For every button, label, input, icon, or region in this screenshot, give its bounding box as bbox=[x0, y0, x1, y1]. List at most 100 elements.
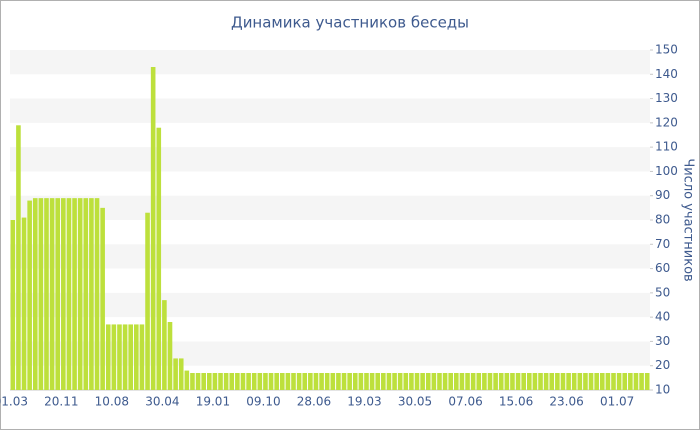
bar bbox=[543, 373, 549, 390]
bar bbox=[285, 373, 291, 390]
bar bbox=[425, 373, 431, 390]
bar bbox=[10, 220, 16, 390]
bar bbox=[375, 373, 381, 390]
band bbox=[10, 50, 650, 75]
bar bbox=[369, 373, 375, 390]
y-tick-label: 120 bbox=[655, 115, 678, 129]
bar bbox=[616, 373, 622, 390]
bar bbox=[279, 373, 285, 390]
bar bbox=[510, 373, 515, 390]
bar bbox=[560, 373, 566, 390]
bar bbox=[403, 373, 409, 390]
x-tick-label: 30.05 bbox=[398, 395, 432, 409]
bar bbox=[633, 373, 639, 390]
bar bbox=[268, 373, 274, 390]
x-tick-label: 20.11 bbox=[44, 395, 78, 409]
bar bbox=[173, 358, 178, 390]
y-axis-title: Число участников bbox=[681, 158, 696, 281]
x-tick-label: 10.08 bbox=[95, 395, 129, 409]
x-tick-label: 01.07 bbox=[600, 395, 634, 409]
bar bbox=[83, 198, 89, 390]
bar bbox=[55, 198, 61, 390]
bar bbox=[526, 373, 532, 390]
bar bbox=[605, 373, 611, 390]
bar bbox=[94, 198, 100, 390]
bar bbox=[431, 373, 437, 390]
bar bbox=[470, 373, 476, 390]
bar bbox=[38, 198, 44, 390]
bar bbox=[336, 373, 341, 390]
x-tick-label: 30.04 bbox=[145, 395, 179, 409]
bar bbox=[190, 373, 195, 390]
bar bbox=[599, 373, 605, 390]
bar bbox=[240, 373, 246, 390]
y-tick-label: 20 bbox=[655, 358, 670, 372]
bar bbox=[72, 198, 77, 390]
bar bbox=[566, 373, 571, 390]
y-tick-label: 90 bbox=[655, 188, 670, 202]
bar bbox=[330, 373, 336, 390]
bar bbox=[223, 373, 229, 390]
x-tick-label: 09.10 bbox=[246, 395, 280, 409]
bar bbox=[571, 373, 577, 390]
bar bbox=[302, 373, 308, 390]
bar bbox=[296, 373, 302, 390]
bar bbox=[386, 373, 392, 390]
bar bbox=[257, 373, 263, 390]
bar bbox=[319, 373, 324, 390]
y-tick-label: 110 bbox=[655, 140, 678, 154]
bar bbox=[594, 373, 599, 390]
bar bbox=[111, 324, 117, 390]
bar bbox=[89, 198, 94, 390]
x-tick-label: 07.06 bbox=[448, 395, 482, 409]
bar bbox=[341, 373, 347, 390]
bar bbox=[218, 373, 223, 390]
bar bbox=[532, 373, 538, 390]
bar bbox=[381, 373, 386, 390]
y-tick-label: 140 bbox=[655, 67, 678, 81]
bar bbox=[504, 373, 510, 390]
bar bbox=[437, 373, 442, 390]
bar bbox=[150, 67, 156, 390]
bar bbox=[139, 324, 145, 390]
bar bbox=[117, 324, 122, 390]
bar bbox=[16, 125, 21, 391]
band bbox=[10, 244, 650, 269]
band bbox=[10, 98, 650, 123]
y-tick-label: 40 bbox=[655, 310, 670, 324]
bar bbox=[358, 373, 364, 390]
bar bbox=[577, 373, 583, 390]
bar bbox=[420, 373, 425, 390]
bar bbox=[622, 373, 628, 390]
bar bbox=[465, 373, 470, 390]
bar bbox=[628, 373, 633, 390]
bar bbox=[313, 373, 319, 390]
bar bbox=[246, 373, 251, 390]
band bbox=[10, 292, 650, 318]
bar bbox=[487, 373, 493, 390]
y-tick-label: 100 bbox=[655, 164, 678, 178]
x-tick-label: 15.06 bbox=[499, 395, 533, 409]
bar bbox=[27, 200, 32, 390]
bar bbox=[291, 373, 296, 390]
bar bbox=[44, 198, 49, 390]
bar bbox=[397, 373, 403, 390]
bar bbox=[274, 373, 279, 390]
bar bbox=[588, 373, 594, 390]
bar bbox=[454, 373, 459, 390]
bar bbox=[392, 373, 397, 390]
bar bbox=[206, 373, 212, 390]
bar bbox=[521, 373, 526, 390]
x-tick-label: 19.01 bbox=[196, 395, 230, 409]
bar bbox=[364, 373, 369, 390]
bar bbox=[229, 373, 235, 390]
bar bbox=[195, 373, 201, 390]
bar bbox=[212, 373, 218, 390]
bar bbox=[611, 373, 616, 390]
bar bbox=[442, 373, 448, 390]
x-tick-label: 01.03 bbox=[0, 395, 28, 409]
bar bbox=[100, 207, 105, 390]
bar bbox=[448, 373, 454, 390]
bar bbox=[105, 324, 111, 390]
